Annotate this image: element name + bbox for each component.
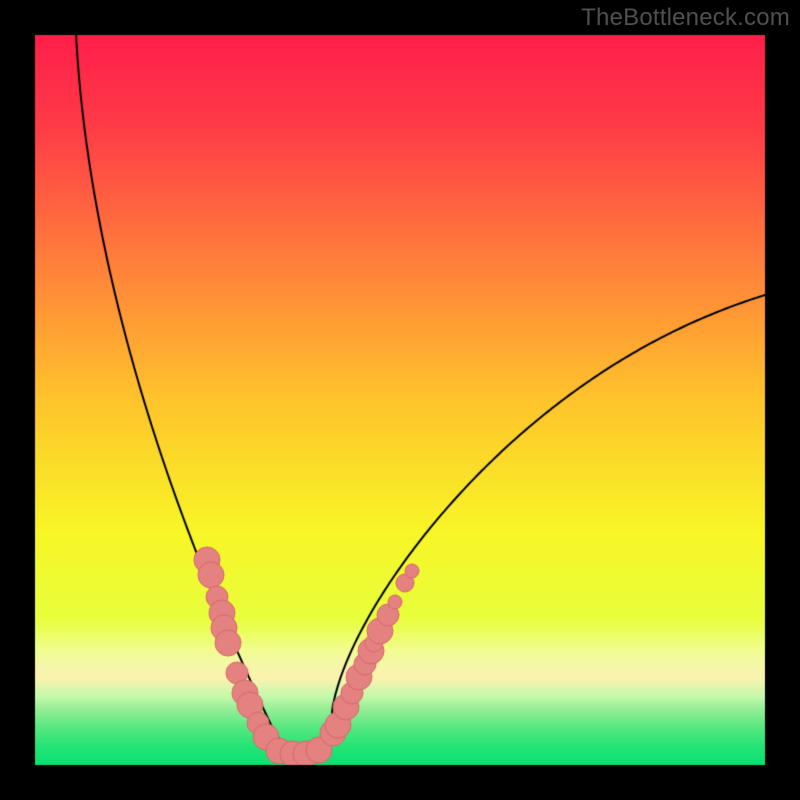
chart-stage: TheBottleneck.com	[0, 0, 800, 800]
bottleneck-curve-chart	[0, 0, 800, 800]
watermark-text: TheBottleneck.com	[581, 4, 790, 32]
